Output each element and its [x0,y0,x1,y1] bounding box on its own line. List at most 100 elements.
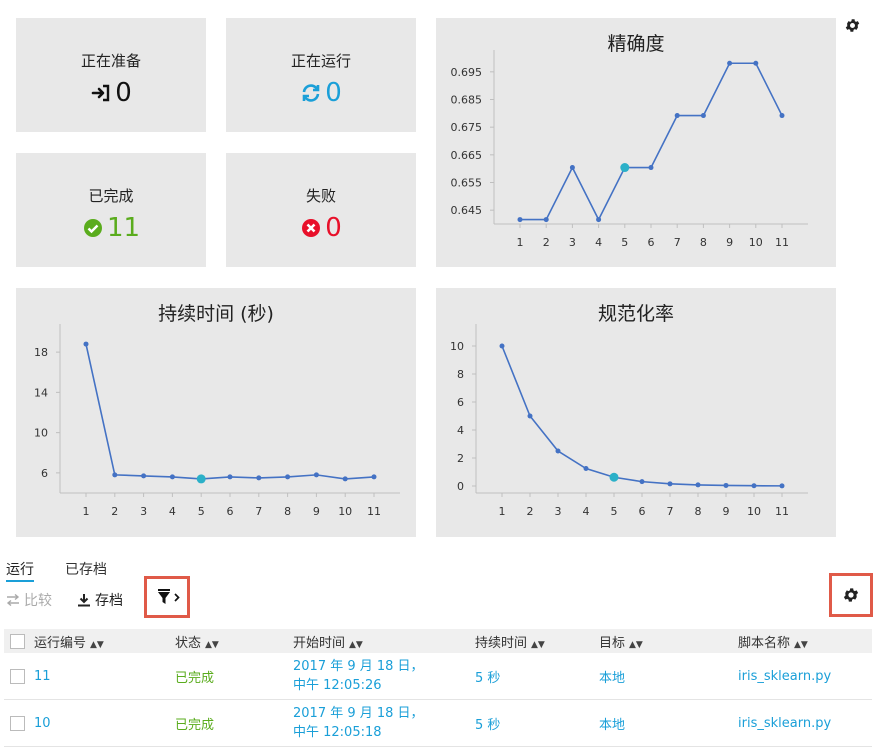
refresh-icon [300,82,322,104]
sort-icon: ▲▼ [205,639,219,650]
run-script: iris_sklearn.py [738,699,872,747]
run-id-link[interactable]: 10 [34,699,175,747]
column-header-target[interactable]: 目标 ▲▼ [599,629,738,653]
y-tick-label: 0.675 [451,121,483,134]
x-tick-label: 7 [674,236,681,249]
x-tick-label: 9 [726,236,733,249]
x-tick-label: 8 [700,236,707,249]
stat-label: 正在准备 [80,52,141,70]
y-tick-label: 6 [457,396,464,409]
y-tick-label: 6 [41,467,48,480]
x-tick-label: 5 [611,505,618,518]
y-tick-label: 0 [457,480,464,493]
compare-arrows-icon [6,594,20,606]
duration-chart-svg: 持续时间 (秒) 6 10 14 18 1 2 3 4 5 6 7 8 9 10 11 [34,303,400,518]
data-point [83,341,89,347]
accuracy-chart-svg: 精确度 0.645 0.655 0.665 0.675 0.685 0.695 1 2 3 4 5 6 7… [451,33,808,249]
stat-value: 0 [325,78,342,108]
x-tick-label: 1 [517,236,524,249]
series-line [501,345,783,487]
sort-icon: ▲▼ [629,639,643,650]
data-point [779,113,785,119]
x-tick-label: 2 [111,505,118,518]
run-target: 本地 [599,653,738,700]
x-tick-label: 6 [639,505,646,518]
chart-title: 持续时间 (秒) [158,303,274,325]
dashboard-settings-button[interactable] [842,15,862,35]
sign-in-icon [90,82,112,104]
gear-icon [843,588,859,602]
data-point [141,473,147,479]
row-checkbox[interactable] [10,668,25,684]
x-tick-label: 8 [695,505,702,518]
x-tick-label: 3 [569,236,576,249]
data-point [751,483,757,489]
x-tick-label: 1 [499,505,506,518]
compare-button[interactable]: 比较 [6,590,52,610]
run-start-time: 2017 年 9 月 18 日， 中午 12:05:18 [293,699,475,747]
x-tick-label: 11 [367,505,381,518]
y-tick-label: 18 [34,346,48,359]
chart-accuracy: 精确度 0.645 0.655 0.665 0.675 0.685 0.695 1 2 3 4 5 6 7… [436,18,836,267]
x-tick-label: 6 [648,236,655,249]
y-tick-label: 0.695 [451,66,483,79]
data-point [527,413,533,419]
x-tick-label: 2 [527,505,534,518]
x-tick-label: 9 [313,505,320,518]
column-header-run-id[interactable]: 运行编号 ▲▼ [34,629,175,653]
x-tick-label: 4 [169,505,176,518]
sort-icon: ▲▼ [90,639,104,650]
run-script: iris_sklearn.py [738,653,872,700]
column-header-script[interactable]: 脚本名称 ▲▼ [738,629,872,653]
filter-button[interactable] [144,576,190,618]
run-duration: 5 秒 [475,653,599,700]
data-point-highlighted [609,472,619,482]
x-tick-label: 3 [140,505,147,518]
x-tick-label: 10 [749,236,763,249]
download-icon [78,594,90,607]
data-point [342,476,348,482]
chart-title: 精确度 [607,33,664,55]
run-start-time: 2017 年 9 月 18 日， 中午 12:05:26 [293,653,475,700]
y-tick-label: 14 [34,386,48,399]
table-row[interactable]: 10 已完成 2017 年 9 月 18 日， 中午 12:05:18 5 秒 本… [4,699,872,747]
data-point [112,472,118,478]
x-tick-label: 5 [621,236,628,249]
run-target: 本地 [599,699,738,747]
column-header-start-time[interactable]: 开始时间 ▲▼ [293,629,475,653]
tab-runs[interactable]: 运行 [6,559,34,582]
x-tick-label: 5 [198,505,205,518]
run-duration: 5 秒 [475,699,599,747]
run-id-link[interactable]: 11 [34,653,175,700]
table-row[interactable]: 11 已完成 2017 年 9 月 18 日， 中午 12:05:26 5 秒 本… [4,653,872,700]
sort-icon: ▲▼ [349,639,363,650]
x-tick-label: 8 [284,505,291,518]
data-point [723,482,729,488]
stat-value: 0 [325,213,342,243]
data-point [569,165,575,171]
archive-button[interactable]: 存档 [77,590,123,610]
archive-label: 存档 [95,593,123,609]
chart-regularization: 规范化率 0 2 4 6 8 10 1 2 3 4 5 6 7 8 9 10 11 [436,288,836,537]
column-header-status[interactable]: 状态 ▲▼ [175,629,293,653]
stat-label: 已完成 [88,187,134,205]
gear-icon [845,18,859,32]
data-point [371,474,377,480]
chart-title: 规范化率 [598,303,674,325]
x-tick-label: 6 [227,505,234,518]
row-checkbox[interactable] [10,715,25,731]
column-header-duration[interactable]: 持续时间 ▲▼ [475,629,599,653]
data-point [313,472,319,478]
y-tick-label: 8 [457,368,464,381]
data-point [555,448,561,454]
run-status: 已完成 [175,653,293,700]
x-tick-label: 1 [83,505,90,518]
data-point [227,474,233,480]
x-tick-label: 9 [723,505,730,518]
data-point [256,475,262,481]
x-tick-label: 10 [338,505,352,518]
select-all-checkbox[interactable] [10,633,25,649]
table-settings-button[interactable] [829,573,873,617]
tab-archived[interactable]: 已存档 [65,562,107,578]
